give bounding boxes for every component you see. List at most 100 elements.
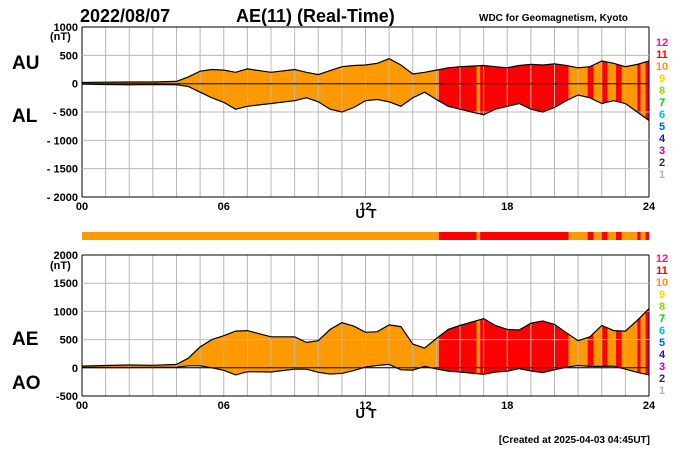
chart-title: AE(11) (Real-Time) <box>236 6 395 26</box>
x-tick-label: 12 <box>359 400 371 412</box>
legend-level-6: 6 <box>659 109 665 121</box>
legend-level-7: 7 <box>659 313 665 325</box>
legend-level-9: 9 <box>659 289 665 301</box>
area-segment-level-11 <box>637 58 641 121</box>
x-axis-label: U T <box>356 406 377 421</box>
legend-level-4: 4 <box>659 133 666 145</box>
x-tick-label: 06 <box>218 201 230 213</box>
y-tick-label: 1500 <box>54 278 78 290</box>
area-segment-level-11 <box>587 58 594 121</box>
legend-level-6: 6 <box>659 325 665 337</box>
area-segment-level-11 <box>615 308 622 375</box>
ae-series-line <box>81 308 650 367</box>
area-segment-level-10 <box>640 58 646 121</box>
x-axis-label: U T <box>356 206 377 221</box>
al-series-line <box>81 83 650 121</box>
legend-level-4: 4 <box>659 349 666 361</box>
activity-band-segment-level-11 <box>645 232 649 240</box>
legend-level-12: 12 <box>656 253 668 265</box>
au-series-line <box>81 58 650 84</box>
legend-level-1: 1 <box>659 385 665 397</box>
x-tick-label: 12 <box>359 201 371 213</box>
y-tick-label: 2000 <box>54 250 78 262</box>
activity-band-segment-level-11 <box>480 232 569 240</box>
y-tick-label: 0 <box>72 79 78 91</box>
legend-level-11: 11 <box>656 265 668 277</box>
area-segment-level-11 <box>645 308 649 375</box>
activity-band-segment-level-10 <box>568 232 588 240</box>
x-tick-label: 24 <box>643 201 656 213</box>
legend-level-5: 5 <box>659 121 665 133</box>
area-segment-level-11 <box>601 308 608 375</box>
organization-label: WDC for Geomagnetism, Kyoto <box>479 13 628 24</box>
au-al-y-tick-labels: 1000 500 0 - 500 - 1000 - 1500 - 2000 <box>47 22 78 204</box>
legend-level-12: 12 <box>656 37 668 49</box>
legend-level-8: 8 <box>659 85 665 97</box>
area-segment-level-10 <box>607 58 616 121</box>
legend-level-11: 11 <box>656 49 668 61</box>
ao-series-line <box>82 363 650 376</box>
legend-level-3: 3 <box>659 145 665 157</box>
au-al-grid <box>81 26 650 198</box>
activity-band-segment-level-11 <box>587 232 594 240</box>
x-tick-label: 00 <box>76 400 88 412</box>
y-tick-label: - 500 <box>53 107 78 119</box>
y-tick-label: 500 <box>60 50 78 62</box>
x-tick-label: 00 <box>76 201 88 213</box>
activity-band-segment-level-10 <box>621 232 638 240</box>
area-segment-level-10 <box>593 308 602 375</box>
activity-band-segment-level-10 <box>607 232 616 240</box>
y-tick-label: - 1500 <box>47 164 78 176</box>
y-tick-label: - 1000 <box>47 135 78 147</box>
legend-level-10: 10 <box>656 277 668 289</box>
area-segment-level-10 <box>476 308 481 375</box>
al-label: AL <box>12 106 38 127</box>
unit-label: (nT) <box>50 31 71 43</box>
x-tick-label: 06 <box>218 400 230 412</box>
area-segment-level-11 <box>637 308 641 375</box>
legend-level-5: 5 <box>659 337 665 349</box>
activity-band <box>82 232 649 240</box>
legend-level-10: 10 <box>656 61 668 73</box>
area-segment-level-11 <box>645 58 649 121</box>
au-al-x-tick-labels: 00 06 12 18 24 <box>76 201 656 213</box>
ae-ao-y-tick-labels: 2000 1500 1000 500 0 -500 <box>54 250 78 403</box>
area-segment-level-10 <box>607 308 616 375</box>
activity-band-segment-level-10 <box>593 232 602 240</box>
date-label: 2022/08/07 <box>80 6 170 26</box>
ao-label: AO <box>12 373 41 394</box>
unit-label: (nT) <box>50 260 71 272</box>
created-timestamp: [Created at 2025-04-03 04:45UT] <box>499 435 650 446</box>
activity-band-segment-level-10 <box>640 232 646 240</box>
area-segment-level-10 <box>593 58 602 121</box>
activity-band-segment-level-11 <box>637 232 641 240</box>
ae-ao-x-tick-labels: 00 06 12 18 24 <box>76 400 656 412</box>
x-tick-label: 18 <box>501 400 513 412</box>
au-label: AU <box>12 53 39 74</box>
legend-level-1: 1 <box>659 169 665 181</box>
y-tick-label: 500 <box>60 335 78 347</box>
x-tick-label: 18 <box>501 201 513 213</box>
activity-band-segment-level-10 <box>476 232 481 240</box>
area-segment-level-11 <box>615 58 622 121</box>
legend-level-2: 2 <box>659 373 665 385</box>
area-segment-level-11 <box>587 308 594 375</box>
y-tick-label: 0 <box>72 363 78 375</box>
legend-level-3: 3 <box>659 361 665 373</box>
y-tick-label: - 2000 <box>47 192 78 204</box>
area-segment-level-11 <box>601 58 608 121</box>
activity-band-segment-level-11 <box>438 232 477 240</box>
legend-level-8: 8 <box>659 301 665 313</box>
legend-level-9: 9 <box>659 73 665 85</box>
area-segment-level-10 <box>640 308 646 375</box>
ae-label: AE <box>12 329 38 350</box>
y-tick-label: -500 <box>56 391 78 403</box>
activity-band-segment-level-11 <box>615 232 622 240</box>
legend-level-2: 2 <box>659 157 665 169</box>
activity-band-segment-level-10 <box>82 232 439 240</box>
area-segment-level-10 <box>476 58 481 121</box>
